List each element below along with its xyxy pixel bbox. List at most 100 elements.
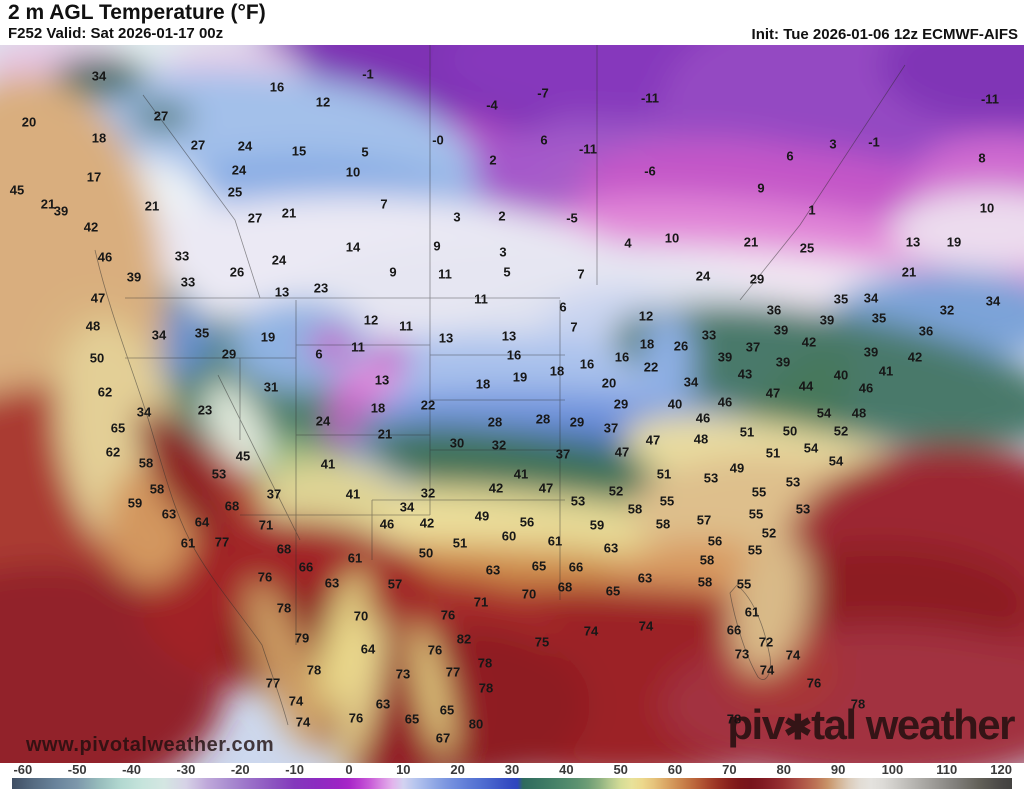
temp-label: 78 (306, 662, 322, 678)
temp-label: 27 (153, 108, 169, 124)
temp-label: 66 (568, 559, 584, 575)
temp-label: 10 (979, 200, 995, 216)
temp-label: 74 (288, 693, 304, 709)
watermark: www.pivotalweather.com (26, 734, 275, 756)
temp-label: 74 (583, 623, 599, 639)
colorbar-tick: 90 (830, 762, 846, 777)
temp-label: 35 (871, 310, 887, 326)
temp-label: 21 (144, 198, 160, 214)
colorbar-tick: -10 (285, 762, 304, 777)
temp-label: 18 (549, 363, 565, 379)
temp-label: 68 (557, 579, 573, 595)
temp-label: 28 (535, 411, 551, 427)
temp-label: 74 (759, 662, 775, 678)
logo-text-right: tal weather (811, 701, 1015, 748)
temp-label: 5 (361, 144, 369, 160)
temp-label: 34 (151, 327, 167, 343)
temp-label: 68 (224, 498, 240, 514)
temp-label: 29 (569, 414, 585, 430)
temp-label: 73 (395, 666, 411, 682)
temp-label: -1 (868, 134, 880, 150)
temp-label: 39 (126, 269, 142, 285)
temp-label: 37 (266, 486, 282, 502)
temp-label: 32 (939, 302, 955, 318)
temp-label: 42 (488, 480, 504, 496)
temp-label: 48 (851, 405, 867, 421)
temp-label: 13 (374, 372, 390, 388)
temp-label: 46 (695, 410, 711, 426)
temp-label: 58 (697, 574, 713, 590)
temp-label: 57 (696, 512, 712, 528)
temp-label: 27 (247, 210, 263, 226)
temp-label: 77 (265, 675, 281, 691)
temp-label: 65 (531, 558, 547, 574)
temp-label: 35 (833, 291, 849, 307)
temp-label: 53 (795, 501, 811, 517)
temp-label: 6 (559, 299, 567, 315)
temp-label: 58 (699, 552, 715, 568)
temp-label: 16 (579, 356, 595, 372)
temp-label: 70 (521, 586, 537, 602)
temp-label: 36 (918, 323, 934, 339)
gear-icon: ✱ (783, 709, 812, 747)
colorbar-tick: 100 (881, 762, 904, 777)
logo-text-left: piv (727, 701, 785, 748)
temp-label: 65 (605, 583, 621, 599)
init-time-label: Init: Tue 2026-01-06 12z ECMWF-AIFS (751, 26, 1018, 43)
temp-label: 34 (863, 290, 879, 306)
temp-label: 34 (985, 293, 1001, 309)
temp-label: 24 (237, 138, 253, 154)
temp-label: 34 (136, 404, 152, 420)
temp-label: 74 (295, 714, 311, 730)
map-header: 2 m AGL Temperature (°F) F252 Valid: Sat… (0, 0, 1024, 45)
temp-label: 54 (816, 405, 832, 421)
temp-label: 73 (734, 646, 750, 662)
temp-label: 41 (345, 486, 361, 502)
page-title: 2 m AGL Temperature (°F) (8, 1, 266, 24)
temp-label: 71 (473, 594, 489, 610)
temp-label: 54 (828, 453, 844, 469)
state-borders (94, 45, 906, 726)
temp-label: 16 (614, 349, 630, 365)
temp-label: 32 (491, 437, 507, 453)
temp-label: 55 (747, 542, 763, 558)
temp-label: 10 (664, 230, 680, 246)
temp-label: 31 (263, 379, 279, 395)
temp-label: 62 (97, 384, 113, 400)
temp-label: 74 (785, 647, 801, 663)
temp-label: 23 (197, 402, 213, 418)
temp-label: 33 (701, 327, 717, 343)
colorbar-ticks: -60 -50 -40 -30 -20 -10 0 10 20 30 40 50 60 70 80 90 100… (12, 762, 1012, 777)
temp-label: 18 (91, 130, 107, 146)
temp-label: 46 (858, 380, 874, 396)
temp-label: 72 (758, 634, 774, 650)
temp-label: 39 (863, 344, 879, 360)
colorbar-tick: 80 (776, 762, 791, 777)
temp-label: 47 (538, 480, 554, 496)
temp-label: 14 (345, 239, 361, 255)
map-canvas[interactable]: 34 20 27 16 12 18 27 24 15 17 24 25 21 21 27 21 45 39 42 46… (0, 45, 1024, 763)
temp-label: 2 (489, 152, 497, 168)
temp-label: 21 (901, 264, 917, 280)
temp-label: 34 (399, 499, 415, 515)
temp-label: 76 (427, 642, 443, 658)
temp-label: 19 (260, 329, 276, 345)
temp-label: 63 (603, 540, 619, 556)
temp-label: 34 (91, 68, 107, 84)
temp-label: 42 (801, 334, 817, 350)
temp-label: 22 (643, 359, 659, 375)
temp-label: 1 (808, 202, 816, 218)
temp-label: 2 (498, 208, 506, 224)
temp-label: 3 (499, 244, 507, 260)
temp-label: 6 (315, 346, 323, 362)
temp-label: 58 (655, 516, 671, 532)
temp-label: -11 (980, 91, 1000, 107)
colorbar-tick: 70 (722, 762, 737, 777)
temp-label: 5 (503, 264, 511, 280)
temp-label: 39 (773, 322, 789, 338)
temp-label: 25 (799, 240, 815, 256)
temp-label: 54 (803, 440, 819, 456)
temp-label: 60 (501, 528, 517, 544)
temp-label: 9 (389, 264, 397, 280)
temp-label: 47 (765, 385, 781, 401)
